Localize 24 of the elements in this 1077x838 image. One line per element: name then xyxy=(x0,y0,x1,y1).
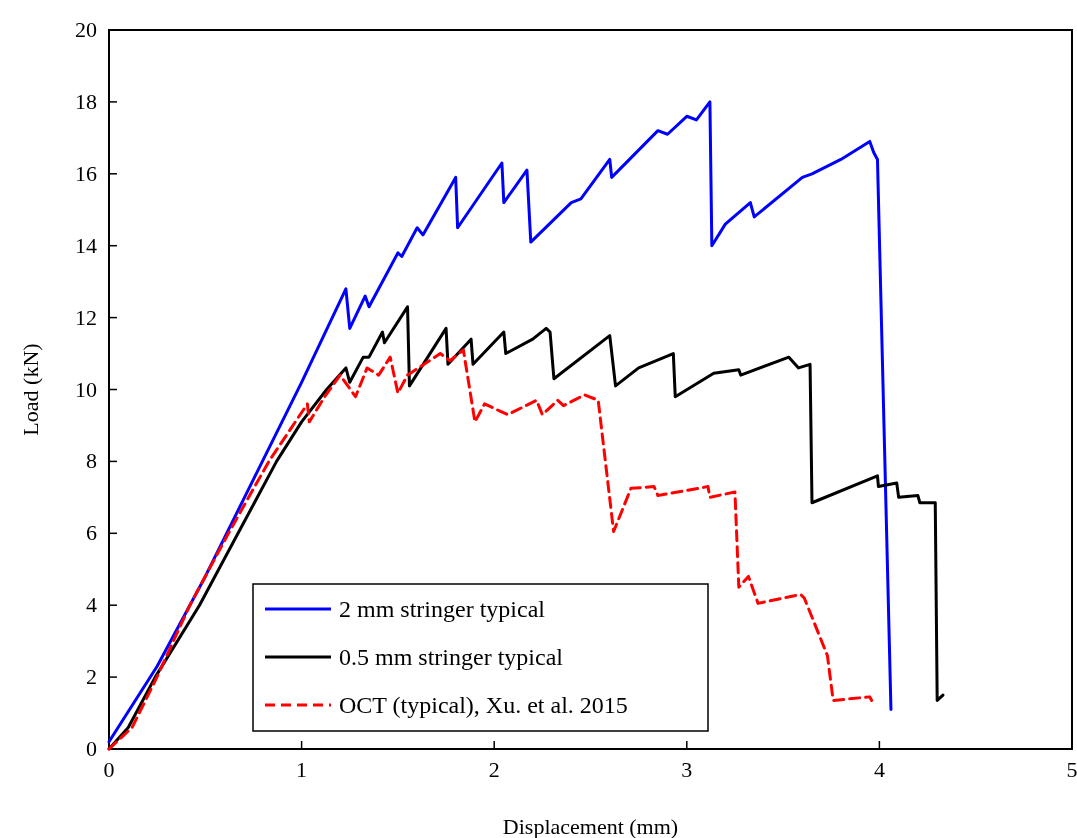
y-tick-label: 4 xyxy=(86,592,97,618)
line-series xyxy=(107,348,874,751)
y-tick-label: 14 xyxy=(75,232,97,258)
y-tick-label: 18 xyxy=(75,88,97,114)
x-tick-label: 4 xyxy=(873,757,885,782)
y-tick-label: 0 xyxy=(86,736,97,761)
x-axis-title: Displacement (mm) xyxy=(502,814,679,838)
x-tick-label: 5 xyxy=(1066,757,1077,782)
y-tick-label: 6 xyxy=(86,520,97,546)
y-tick-label: 16 xyxy=(75,160,97,186)
legend-label: 2 mm stringer typical xyxy=(339,596,546,622)
y-axis-title: Load (kN) xyxy=(18,343,43,436)
x-tick-label: 0 xyxy=(103,757,115,782)
legend-label: 0.5 mm stringer typical xyxy=(339,644,564,670)
line-series xyxy=(107,100,893,744)
x-tick-label: 3 xyxy=(681,757,693,782)
y-tick-label: 10 xyxy=(75,376,97,402)
legend-label: OCT (typical), Xu. et al. 2015 xyxy=(339,692,628,718)
x-tick-label: 1 xyxy=(296,757,308,782)
y-tick-label: 12 xyxy=(75,304,97,330)
y-tick-label: 20 xyxy=(75,17,97,42)
x-tick-label: 2 xyxy=(488,757,500,782)
y-tick-label: 2 xyxy=(86,664,97,690)
y-tick-label: 8 xyxy=(86,448,97,474)
